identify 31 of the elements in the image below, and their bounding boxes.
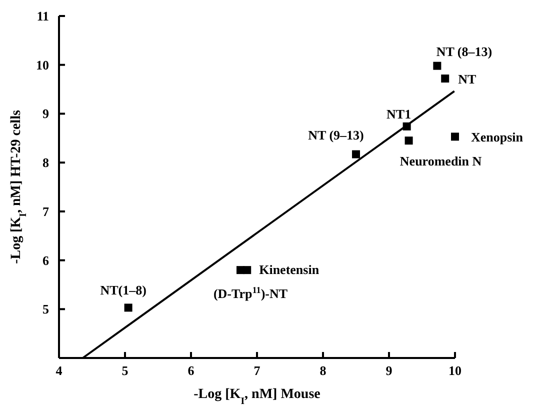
annotation: NT bbox=[458, 72, 476, 87]
annotation: Neuromedin N bbox=[400, 154, 482, 169]
point bbox=[433, 62, 442, 70]
point bbox=[243, 266, 252, 274]
point bbox=[352, 150, 360, 158]
point bbox=[451, 132, 459, 141]
y-tick-label: 9 bbox=[42, 106, 50, 122]
x-tick-label: 4 bbox=[56, 363, 63, 378]
y-tick-label: 5 bbox=[42, 302, 50, 317]
point bbox=[404, 136, 413, 145]
annotation: NT (9–13) bbox=[308, 127, 364, 142]
x-axis-title: -Log [K$_{I}$, nM] Mouse bbox=[194, 387, 320, 406]
y-tick-label: 6 bbox=[42, 252, 50, 268]
annotation: NT1 bbox=[386, 106, 412, 122]
annotation: Xenopsin bbox=[471, 130, 524, 145]
x-tick-label: 5 bbox=[122, 363, 129, 378]
y-tick-label: 7 bbox=[42, 204, 50, 219]
annotation: Kinetensin bbox=[259, 262, 320, 278]
x-tick-label: 6 bbox=[188, 363, 195, 378]
point bbox=[124, 304, 132, 312]
y-tick-label: 8 bbox=[42, 155, 50, 170]
x-tick-label: 10 bbox=[448, 363, 462, 378]
x-tick-label: 9 bbox=[386, 363, 393, 378]
y-tick-label: 10 bbox=[36, 57, 49, 72]
annotation: NT(1–8) bbox=[100, 282, 146, 298]
annotation: (D-Trp$^{11}$)-NT bbox=[213, 285, 288, 302]
x-tick-label: 7 bbox=[254, 363, 261, 378]
y-tick-label: 11 bbox=[36, 8, 49, 24]
annotation: NT (8–13) bbox=[436, 44, 492, 59]
x-tick-label: 8 bbox=[320, 363, 327, 378]
point bbox=[441, 74, 450, 83]
